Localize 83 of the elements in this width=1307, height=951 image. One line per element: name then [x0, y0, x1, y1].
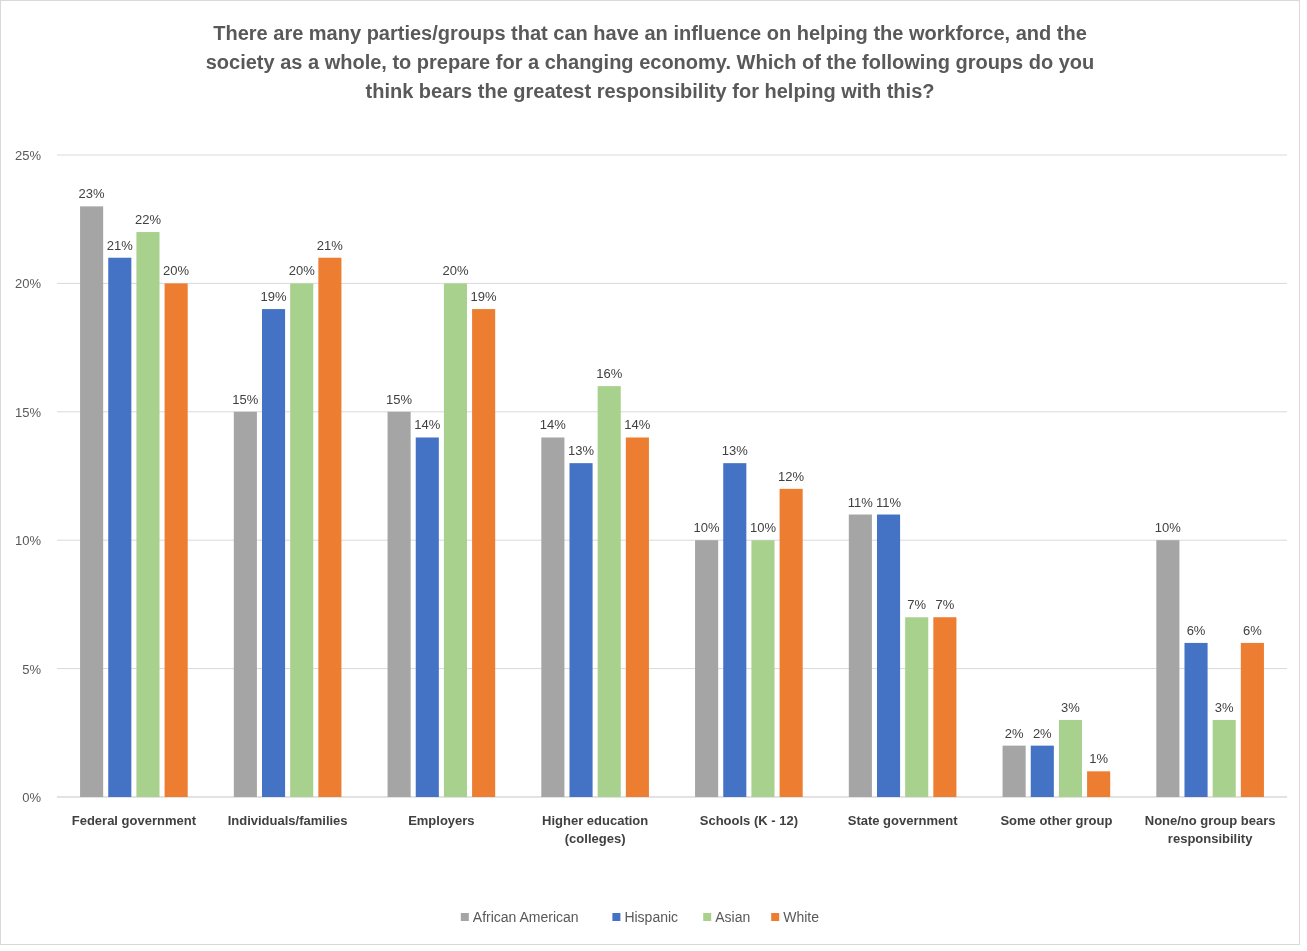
bar: [136, 232, 160, 797]
bar: [443, 283, 468, 797]
bar: [290, 283, 314, 797]
bar: [933, 617, 957, 797]
data-label: 11%: [847, 494, 874, 510]
data-label: 6%: [1186, 622, 1206, 638]
data-label: 15%: [232, 391, 259, 407]
data-label: 20%: [442, 263, 469, 279]
data-label: 6%: [1242, 622, 1263, 638]
bar: [597, 386, 621, 797]
x-tick-label: Higher education (colleges): [542, 813, 649, 846]
legend-label: Asian: [715, 909, 751, 925]
y-tick-label: 10%: [14, 533, 42, 549]
data-label: 23%: [78, 186, 106, 202]
data-label: 19%: [470, 289, 498, 305]
legend-label: Hispanic: [624, 909, 679, 925]
data-label: 1%: [1089, 751, 1109, 767]
bar: [108, 257, 132, 797]
data-label: 7%: [935, 597, 955, 613]
bar: [876, 514, 901, 797]
bar: [415, 437, 439, 797]
data-label: 10%: [693, 520, 721, 536]
data-label: 14%: [539, 417, 567, 433]
bar: [387, 411, 411, 797]
data-label: 16%: [596, 366, 623, 382]
data-label: 14%: [414, 417, 441, 433]
bar: [1156, 540, 1180, 797]
y-tick-label: 5%: [22, 661, 42, 677]
data-label: 22%: [134, 212, 162, 228]
legend-label: White: [783, 909, 820, 925]
data-label: 13%: [721, 443, 749, 459]
data-label: 21%: [106, 237, 134, 253]
x-tick-label: State government: [847, 813, 959, 828]
data-label: 20%: [163, 263, 190, 279]
chart-title: There are many parties/groups that can have an influence on helping the workforce, and the society as a whole, to prepare for a changing economy. Which of the following groups do you think bears the greatest responsibility for helping with this?: [205, 22, 1095, 102]
data-label: 2%: [1004, 725, 1024, 741]
data-label: 11%: [876, 494, 902, 510]
x-tick-label: None/no group bears responsibility: [1144, 813, 1276, 846]
bar: [80, 206, 104, 797]
data-label: 19%: [260, 289, 287, 305]
bar: [1030, 745, 1054, 797]
bar: [569, 463, 593, 797]
bar: [723, 463, 747, 797]
x-tick-label: Employers: [408, 813, 475, 828]
bar: [1058, 719, 1083, 797]
bar: [905, 617, 929, 797]
bar: [1184, 642, 1208, 797]
bar: [164, 283, 188, 797]
data-label: 20%: [288, 263, 316, 279]
data-label: 21%: [316, 237, 344, 253]
bar: [1240, 642, 1264, 797]
bar: [541, 437, 565, 797]
bar: [848, 514, 872, 797]
bar: [1212, 719, 1236, 797]
data-label: 15%: [386, 391, 413, 407]
data-label: 14%: [624, 417, 651, 433]
data-label: 10%: [1154, 520, 1182, 536]
y-tick-label: 15%: [14, 404, 42, 420]
data-label: 10%: [749, 520, 777, 536]
bar: [625, 437, 649, 797]
x-tick-label: Some other group: [1000, 813, 1113, 828]
data-label: 3%: [1061, 699, 1081, 715]
bar: [1002, 745, 1026, 797]
y-tick-label: 0%: [22, 790, 42, 805]
x-tick-label: Federal government: [71, 813, 197, 828]
x-tick-label: Schools (K - 12): [699, 813, 798, 828]
data-label: 7%: [907, 597, 927, 613]
data-label: 13%: [568, 443, 595, 459]
y-tick-label: 25%: [14, 148, 42, 163]
bar: [472, 309, 496, 797]
bar: [233, 411, 257, 797]
bar: [318, 257, 342, 797]
y-tick-label: 20%: [14, 276, 42, 292]
data-label: 3%: [1214, 699, 1235, 715]
bar: [1087, 771, 1111, 797]
data-label: 12%: [778, 468, 805, 484]
legend-label: African American: [472, 909, 579, 925]
bar: [695, 540, 719, 797]
bar: [779, 488, 803, 797]
bar: [261, 309, 286, 797]
bar: [751, 540, 775, 797]
data-label: 2%: [1032, 725, 1053, 741]
x-tick-label: Individuals/families: [227, 813, 348, 828]
